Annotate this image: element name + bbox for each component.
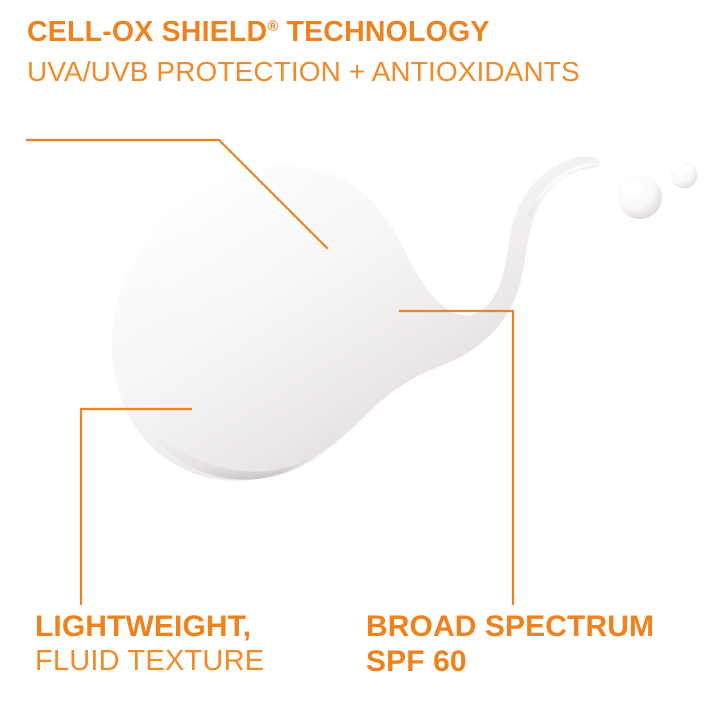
- callout-left: LIGHTWEIGHT, FLUID TEXTURE: [35, 610, 265, 677]
- callout-right: BROAD SPECTRUM SPF 60: [366, 610, 655, 678]
- leader-line-top-left: [25, 138, 329, 250]
- cream-bottom-shadow: [140, 413, 368, 480]
- cream-tail-specular: [456, 268, 503, 312]
- leader-line-left: [79, 407, 193, 606]
- cream-droplet-small-highlight: [673, 164, 685, 174]
- header-block: CELL-OX SHIELD® TECHNOLOGY UVA/UVB PROTE…: [27, 18, 697, 86]
- cream-tail-highlight: [528, 162, 597, 218]
- headline-main: CELL-OX SHIELD: [27, 16, 268, 48]
- callout-left-line2: FLUID TEXTURE: [35, 644, 265, 677]
- page-subtitle: UVA/UVB PROTECTION + ANTIOXIDANTS: [27, 55, 580, 87]
- callout-right-line1: BROAD SPECTRUM: [366, 610, 655, 643]
- callout-left-line1: LIGHTWEIGHT,: [35, 610, 252, 643]
- headline-suffix: TECHNOLOGY: [278, 16, 490, 48]
- cream-rim-shading: [111, 156, 600, 481]
- cream-droplet-large-highlight: [622, 180, 642, 196]
- cream-blob: [111, 156, 600, 481]
- registered-trademark-icon: ®: [267, 18, 279, 35]
- leader-line-right: [398, 309, 515, 606]
- callout-right-line2: SPF 60: [366, 644, 467, 678]
- page-title: CELL-OX SHIELD® TECHNOLOGY: [27, 18, 697, 47]
- cream-droplets: [618, 161, 698, 219]
